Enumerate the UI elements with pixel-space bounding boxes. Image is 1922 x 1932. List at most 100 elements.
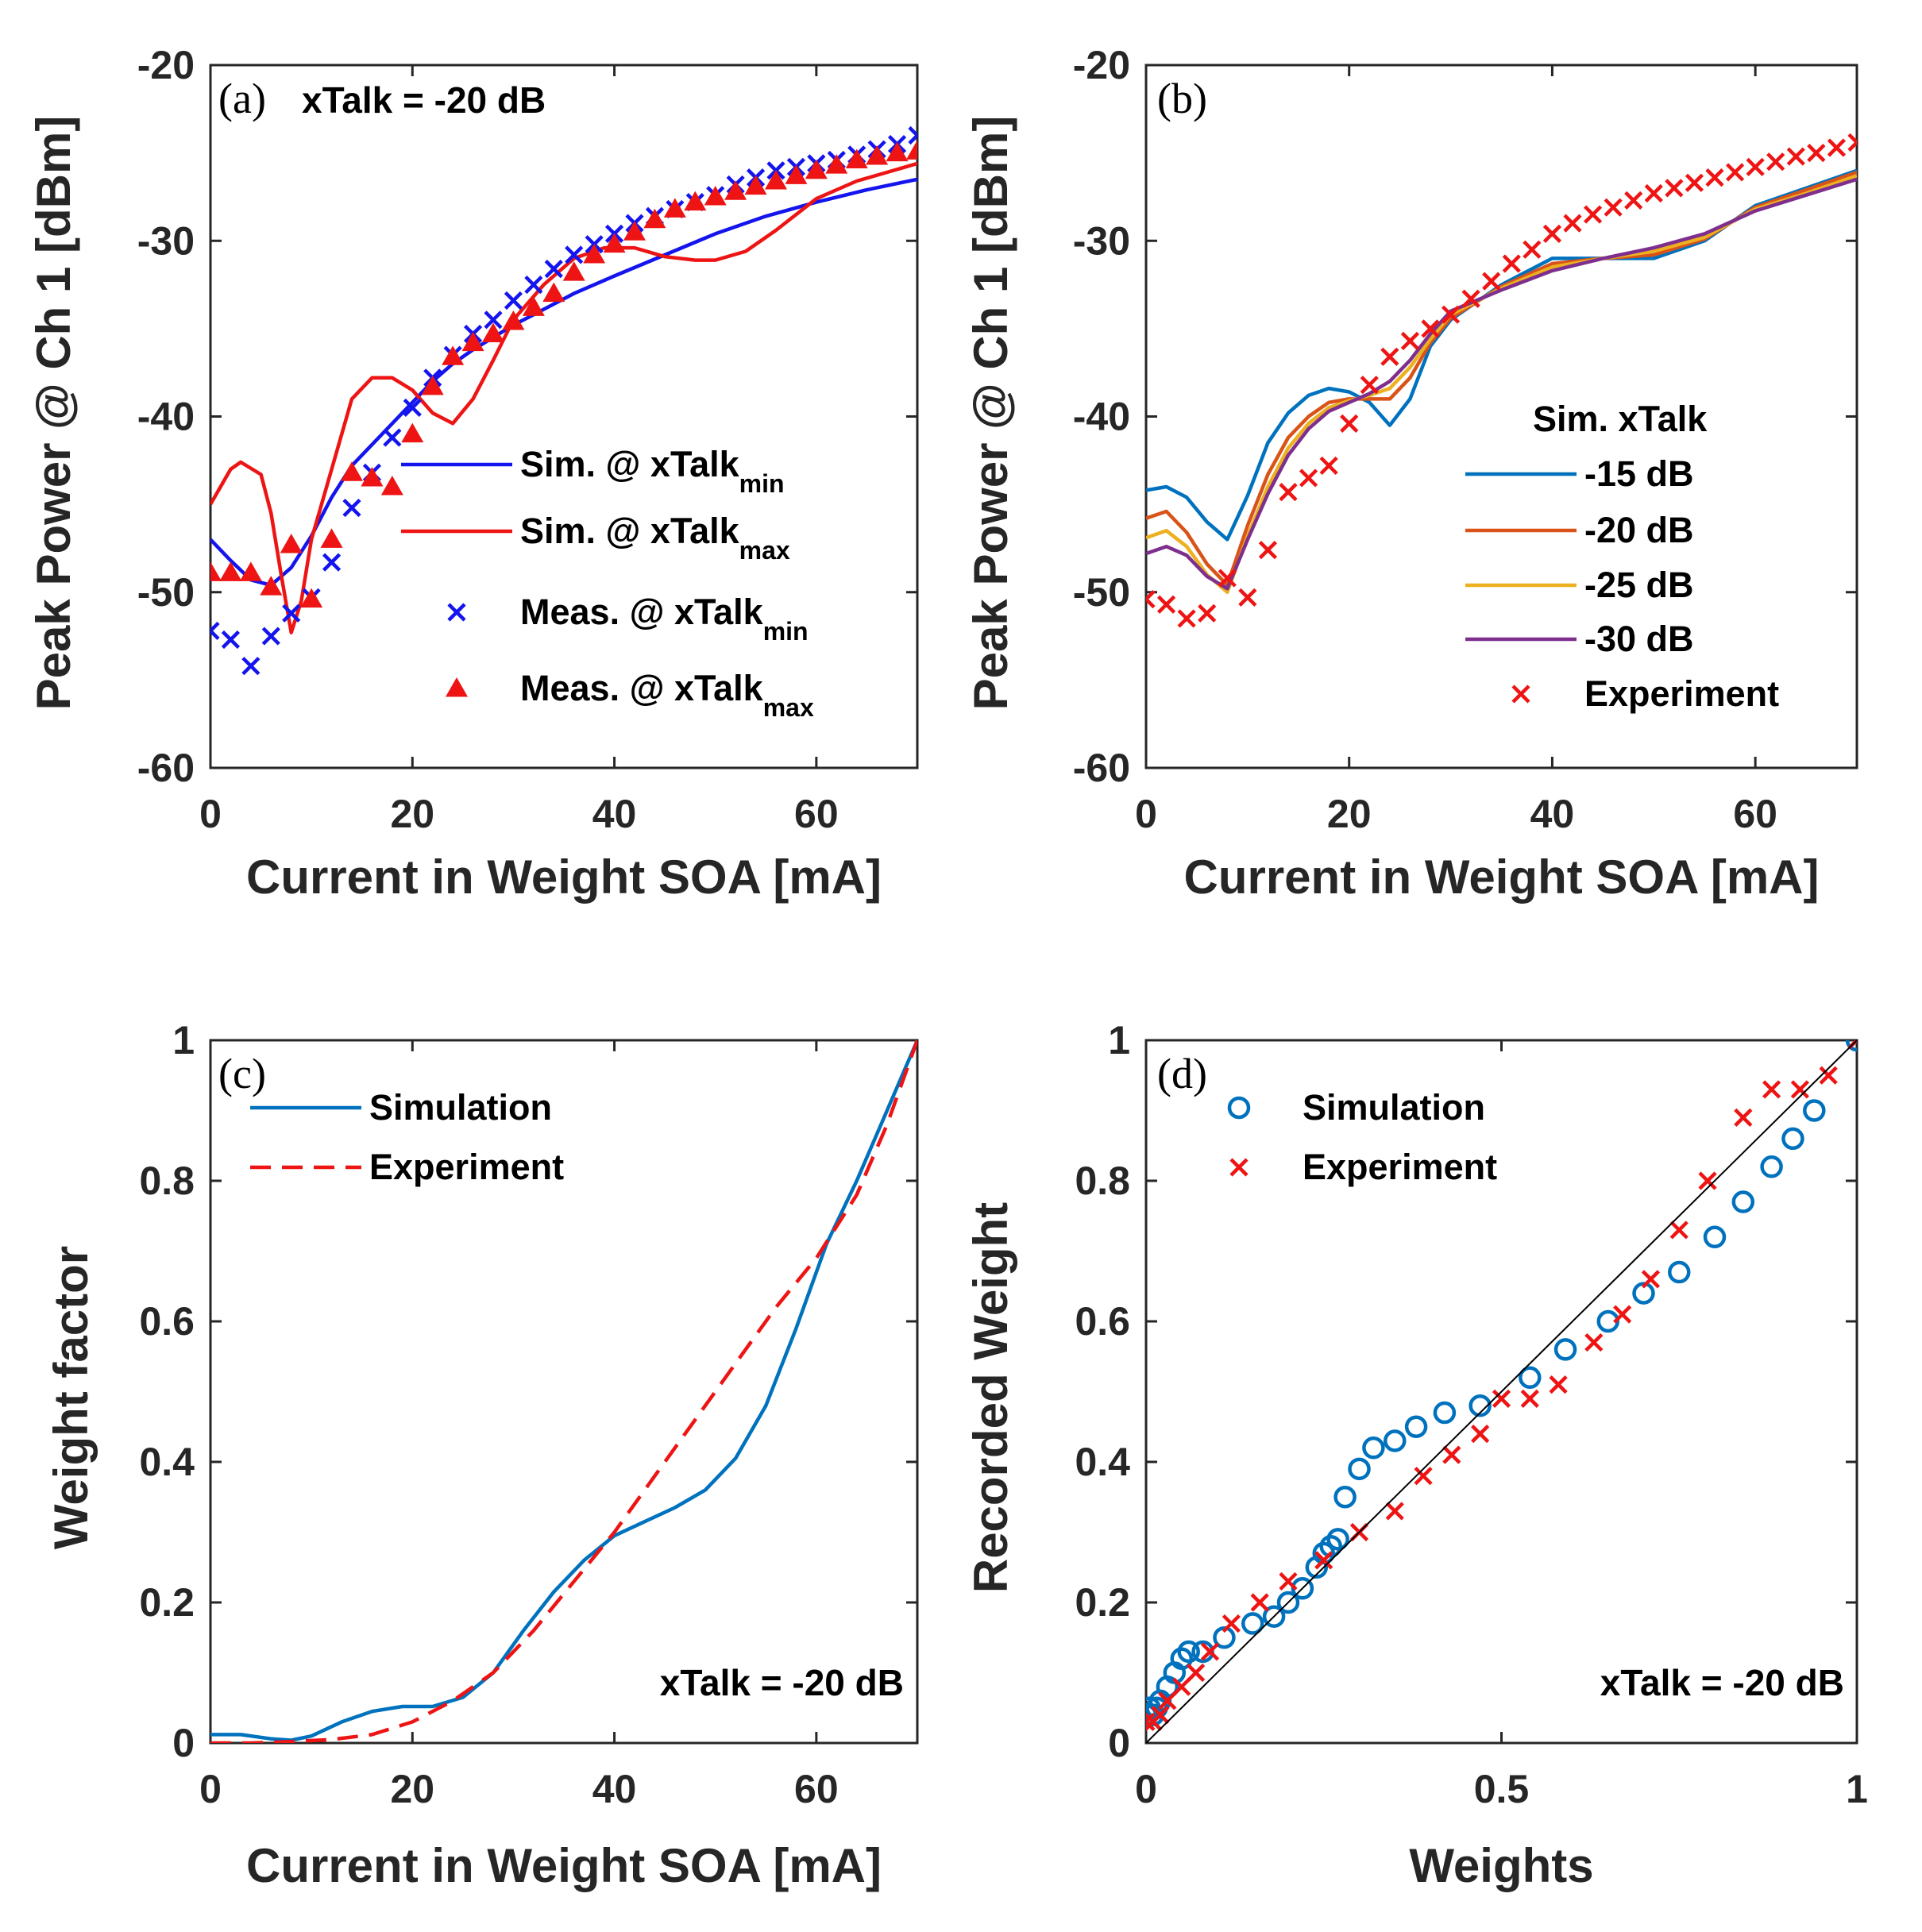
- series-experiment-point: [1827, 138, 1847, 157]
- legend-entry: Simulation: [369, 1087, 552, 1128]
- series-simulation-point: [1731, 1190, 1755, 1213]
- series-experiment-point: [1523, 240, 1542, 259]
- series-experiment-point: [1786, 147, 1805, 166]
- series-experiment-point: [1146, 1712, 1156, 1732]
- series-experiment-point: [1746, 157, 1765, 176]
- legend-entry: Simulation: [1303, 1087, 1485, 1128]
- series-meas-xtalk-min-point: [282, 604, 301, 623]
- series-experiment-point: [1158, 1691, 1177, 1710]
- x-tick-label: 1: [1846, 1767, 1868, 1811]
- y-tick-label: 0.2: [139, 1580, 195, 1625]
- legend: Sim. xTalk -15 dB -20 dB -25 dB -30 dB Experi…: [1465, 399, 1779, 714]
- series-simulation-point: [1668, 1260, 1691, 1284]
- y-tick-label: -60: [1073, 746, 1130, 790]
- x-tick-label: 20: [390, 1767, 434, 1811]
- series-experiment-point: [1421, 319, 1440, 338]
- x-tick-label: 40: [592, 1767, 637, 1811]
- series-meas-xtalk-min-point: [403, 398, 422, 418]
- series-simulation-point: [1362, 1436, 1385, 1460]
- x-tick-label: 20: [390, 792, 434, 836]
- x-axis-label: Weights: [1409, 1839, 1593, 1892]
- series-experiment-point: [1471, 1425, 1490, 1444]
- series-meas-xtalk-max-point: [401, 422, 424, 443]
- series-experiment-point: [1319, 456, 1338, 476]
- series-meas-xtalk-min-point: [221, 630, 241, 650]
- series-experiment-point: [1177, 609, 1196, 628]
- series-meas-xtalk-min-point: [504, 291, 523, 310]
- series-meas-xtalk-max-point: [482, 322, 504, 343]
- series-meas-xtalk-max-point: [239, 561, 262, 581]
- series-simulation-point: [1781, 1127, 1804, 1151]
- series-experiment-point: [1762, 1080, 1781, 1099]
- series-experiment-point: [1146, 590, 1156, 609]
- series-meas-xtalk-min-point: [484, 310, 503, 330]
- series-experiment-point: [1563, 214, 1582, 233]
- series-group: [1146, 1040, 1857, 1743]
- series-meas-xtalk-max-point: [845, 148, 868, 168]
- x-tick-label: 0: [1135, 792, 1157, 836]
- series-simulation-point: [1803, 1099, 1826, 1122]
- y-tick-label: -50: [137, 570, 195, 615]
- series-meas-xtalk-max-point: [542, 282, 565, 303]
- series-experiment-point: [1807, 144, 1826, 163]
- x-tick-label: 0: [199, 792, 222, 836]
- series--30-db-line: [1146, 177, 1857, 591]
- series-simulation-point: [1433, 1401, 1457, 1425]
- y-tick-label: 0.6: [1075, 1299, 1130, 1344]
- legend-marker: [1511, 684, 1530, 704]
- series-experiment-point: [1520, 1389, 1539, 1408]
- y-tick-label: 0.4: [139, 1440, 195, 1484]
- panel-label: (d): [1157, 1050, 1207, 1097]
- y-tick-label: 0: [172, 1721, 195, 1765]
- series-experiment-point: [1705, 168, 1724, 187]
- series-simulation-point: [1241, 1612, 1264, 1635]
- series-experiment-point: [1583, 205, 1603, 224]
- y-axis-label: Recorded Weight: [964, 1202, 1017, 1593]
- series-experiment-point: [1502, 254, 1521, 273]
- series-experiment-point: [1314, 1551, 1333, 1570]
- legend-marker: [446, 677, 468, 697]
- legend-entry: -30 dB: [1584, 619, 1694, 659]
- series-simulation-point: [1469, 1394, 1492, 1417]
- x-tick-label: 0.5: [1474, 1767, 1530, 1811]
- series-simulation-point: [1213, 1626, 1236, 1649]
- legend: Simulation Experiment: [1227, 1087, 1497, 1187]
- legend-marker: [1227, 1096, 1251, 1120]
- series-experiment-point: [1400, 331, 1420, 350]
- series-meas-xtalk-min-point: [383, 428, 402, 447]
- y-axis-label: Weight factor: [44, 1246, 98, 1549]
- series-experiment-point: [1819, 1066, 1838, 1085]
- series-meas-xtalk-max-point: [210, 561, 222, 581]
- series-simulation-point: [1384, 1429, 1407, 1452]
- series-experiment-point: [1442, 1445, 1461, 1464]
- series-experiment-point: [1669, 1221, 1689, 1240]
- series-meas-xtalk-min-point: [241, 657, 261, 676]
- legend-marker: [447, 603, 466, 622]
- series-experiment-point: [1156, 595, 1176, 614]
- legend-entry: Meas. @ xTalkmax: [520, 668, 814, 722]
- legend-entry: -25 dB: [1584, 565, 1694, 605]
- y-tick-label: -30: [137, 218, 195, 263]
- series-meas-xtalk-max-point: [300, 588, 323, 608]
- legend-entry: -20 dB: [1584, 510, 1694, 550]
- y-tick-label: 1: [172, 1018, 195, 1062]
- series-simulation-point: [1404, 1415, 1428, 1438]
- series-simulation-point: [1519, 1366, 1542, 1390]
- legend-entry: Experiment: [1584, 673, 1779, 714]
- x-tick-label: 60: [794, 1767, 839, 1811]
- panel-b: 0 20 40 60 -60 -50 -40 -30 -20 Current in Weight …: [964, 43, 1858, 904]
- series-meas-xtalk-max-point: [583, 243, 606, 264]
- legend-marker: [1229, 1158, 1249, 1177]
- series-meas-xtalk-max-point: [603, 233, 626, 253]
- series-meas-xtalk-min-point: [565, 245, 584, 264]
- series-experiment-point: [1725, 163, 1745, 182]
- series-experiment-point: [1151, 1706, 1170, 1725]
- series-meas-xtalk-max-point: [805, 159, 828, 179]
- series-sim-xtalk-max-line: [210, 161, 917, 634]
- series-meas-xtalk-max-point: [704, 185, 727, 206]
- series-experiment-point: [1644, 183, 1663, 203]
- legend: Sim. @ xTalkmin Sim. @ xTalkmax Meas. @ xT…: [401, 444, 814, 722]
- y-tick-label: -20: [137, 43, 195, 87]
- series-meas-xtalk-max-point: [361, 466, 384, 487]
